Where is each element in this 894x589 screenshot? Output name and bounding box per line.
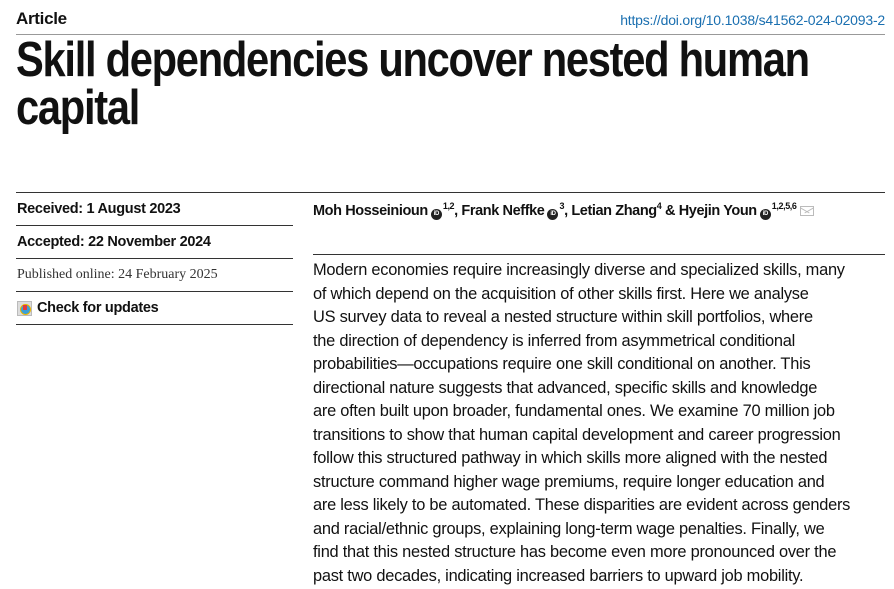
author-name[interactable]: Moh Hosseinioun: [313, 202, 428, 219]
author-separator: &: [661, 202, 679, 219]
abstract-line: are often built upon broader, fundamenta…: [313, 402, 835, 420]
abstract-line: find that this nested structure has beco…: [313, 543, 837, 561]
abstract-line: of which depend on the acquisition of ot…: [313, 284, 809, 303]
check-for-updates-button[interactable]: Check for updates: [16, 292, 293, 325]
abstract-line: the direction of dependency is inferred …: [313, 331, 796, 350]
title-line: Skill dependencies uncover nested human: [16, 33, 810, 87]
author-list: Moh Hosseinioun iD1,2, Frank Neffke iD3, L…: [313, 201, 814, 220]
author-separator: ,: [564, 202, 572, 219]
orcid-icon[interactable]: iD: [430, 208, 442, 220]
article-dates: Received: 1 August 2023 Accepted: 22 Nov…: [16, 193, 293, 325]
authors-divider: [313, 254, 885, 255]
author-name[interactable]: Letian Zhang: [571, 202, 657, 219]
abstract-line: structure command higher wage premiums, …: [313, 472, 825, 491]
abstract: Modern economies require increasingly di…: [313, 259, 850, 588]
abstract-line: past two decades, indicating increased b…: [313, 566, 804, 585]
check-updates-icon: [17, 300, 32, 316]
title-line: capital: [16, 81, 140, 135]
page-title: Skill dependencies uncover nested human …: [16, 33, 810, 135]
abstract-line: directional nature suggests that advance…: [313, 378, 818, 397]
orcid-icon[interactable]: iD: [547, 208, 559, 220]
abstract-line: Modern economies require increasingly di…: [313, 261, 845, 279]
accepted-date: Accepted: 22 November 2024: [16, 226, 293, 259]
abstract-line: transitions to show that human capital d…: [313, 425, 841, 444]
affiliation-numbers[interactable]: 4: [656, 201, 662, 211]
received-date: Received: 1 August 2023: [16, 193, 293, 226]
main-divider: [16, 192, 885, 193]
email-icon[interactable]: [799, 205, 814, 216]
author-name[interactable]: Frank Neffke: [461, 202, 545, 219]
published-date: Published online: 24 February 2025: [16, 259, 293, 292]
affiliation-numbers[interactable]: 1,2: [442, 201, 455, 211]
affiliation-numbers[interactable]: 1,2,5,6: [771, 201, 797, 211]
orcid-icon[interactable]: iD: [759, 208, 771, 220]
author-separator: ,: [454, 202, 462, 219]
check-updates-label: Check for updates: [37, 300, 159, 316]
header-divider: [16, 34, 885, 35]
abstract-line: follow this structured pathway in which …: [313, 449, 828, 467]
article-type-label: Article: [16, 9, 67, 28]
abstract-line: and racial/ethnic groups, explaining lon…: [313, 519, 825, 538]
doi-link[interactable]: https://doi.org/10.1038/s41562-024-02093…: [620, 12, 885, 28]
author-name[interactable]: Hyejin Youn: [678, 202, 757, 219]
abstract-line: US survey data to reveal a nested struct…: [313, 308, 813, 326]
abstract-line: probabilities—occupations require one sk…: [313, 355, 811, 373]
abstract-line: are less likely to be automated. These d…: [313, 496, 851, 514]
affiliation-numbers[interactable]: 3: [559, 201, 565, 211]
